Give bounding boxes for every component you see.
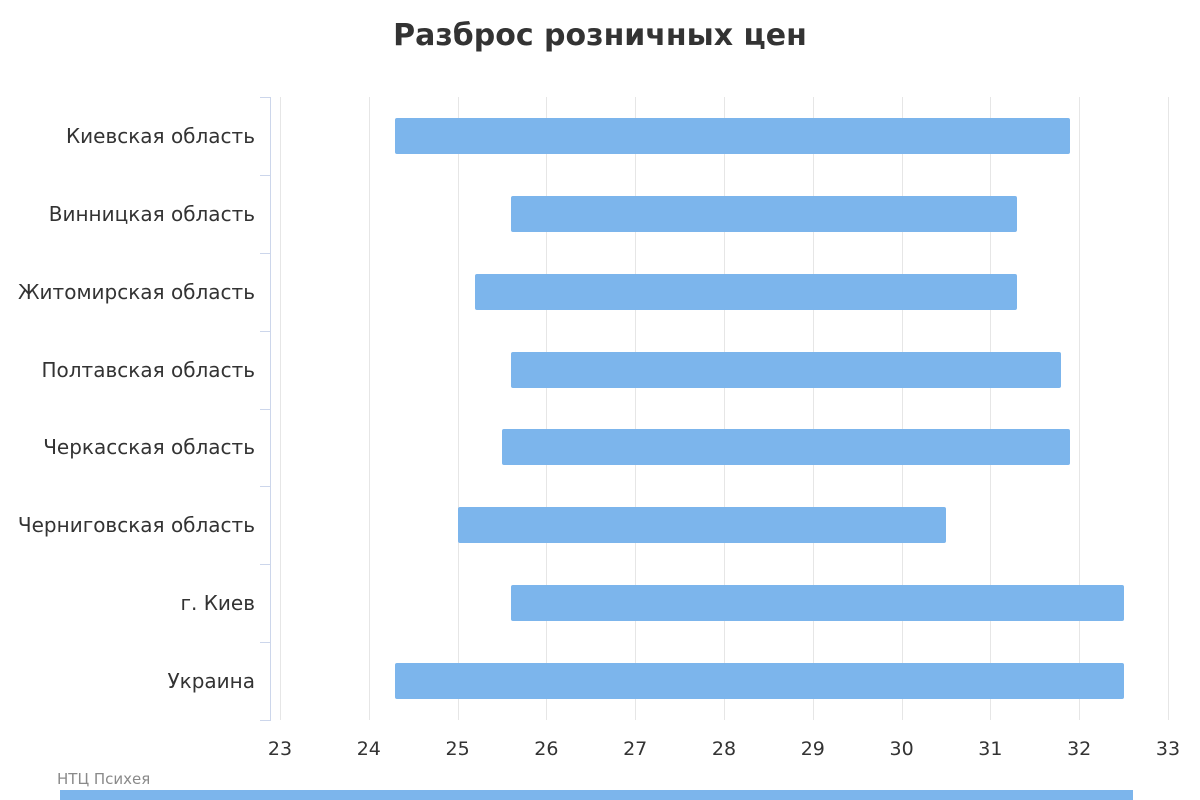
range-bar[interactable] <box>510 585 1124 622</box>
gridline-x-33 <box>1168 97 1169 720</box>
y-axis-line <box>270 97 271 721</box>
gridline-x-26 <box>546 97 548 720</box>
x-axis-tick-label-26: 26 <box>534 738 559 760</box>
category-label: Винницкая область <box>48 201 255 226</box>
bottom-blue-strip <box>60 790 1133 800</box>
gridline-x-23 <box>280 97 281 720</box>
gridline-x-30 <box>901 97 903 720</box>
source-credit: НТЦ Психея <box>57 770 151 788</box>
category-label: Украина <box>167 669 255 694</box>
category-label: г. Киев <box>180 591 255 616</box>
range-bar[interactable] <box>502 429 1071 466</box>
gridline-x-27 <box>635 97 637 720</box>
x-axis-tick-label-31: 31 <box>978 738 1003 760</box>
y-axis-tick <box>260 408 270 410</box>
gridline-x-32 <box>1079 97 1081 720</box>
range-bar[interactable] <box>395 117 1071 154</box>
range-bar[interactable] <box>510 351 1062 388</box>
gridline-x-25 <box>457 97 459 720</box>
range-bar[interactable] <box>510 195 1018 232</box>
category-label: Киевская область <box>65 123 255 148</box>
range-bar[interactable] <box>395 663 1124 700</box>
y-axis-tick <box>260 330 270 332</box>
y-axis-tick <box>260 720 270 721</box>
y-axis-tick <box>260 642 270 644</box>
x-axis-tick-label-24: 24 <box>356 738 381 760</box>
gridline-x-31 <box>990 97 992 720</box>
category-label: Черниговская область <box>17 513 255 538</box>
plot-area <box>280 97 1169 720</box>
y-axis-tick <box>260 174 270 176</box>
y-axis-tick <box>260 564 270 566</box>
gridline-x-24 <box>368 97 370 720</box>
gridline-x-28 <box>724 97 725 720</box>
y-axis-category-labels: Киевская область Винницкая область Житомир… <box>0 97 255 720</box>
x-axis-tick-label-27: 27 <box>623 738 648 760</box>
x-axis-tick-label-28: 28 <box>711 738 737 760</box>
gridline-x-29 <box>812 97 814 720</box>
category-label: Полтавская область <box>41 357 255 382</box>
y-axis-tick <box>260 486 270 488</box>
y-axis-tick <box>260 97 270 98</box>
range-bar[interactable] <box>475 273 1018 310</box>
y-axis-tick <box>260 252 270 254</box>
x-axis-tick-label-33: 33 <box>1155 738 1181 760</box>
chart-title: Разброс розничных цен <box>393 18 807 53</box>
range-bar[interactable] <box>457 507 946 544</box>
x-axis-tick-label-23: 23 <box>267 738 293 760</box>
category-label: Житомирская область <box>18 279 255 304</box>
x-axis-tick-label-29: 29 <box>800 738 825 760</box>
category-label: Черкасская область <box>43 435 255 460</box>
x-axis-tick-label-25: 25 <box>445 738 470 760</box>
x-axis-tick-label-30: 30 <box>889 738 914 760</box>
x-axis-tick-label-32: 32 <box>1067 738 1092 760</box>
